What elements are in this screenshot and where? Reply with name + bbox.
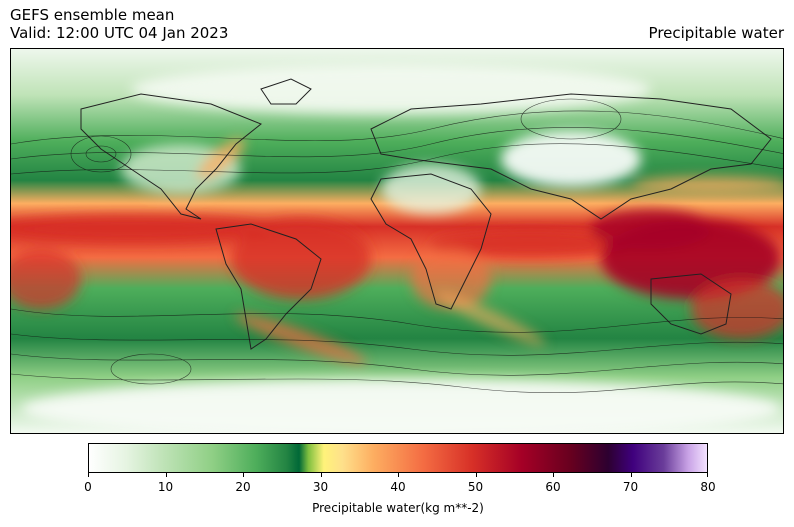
- colorbar-tick: [553, 473, 554, 477]
- colorbar-tick: [398, 473, 399, 477]
- colorbar-tick: [165, 473, 167, 477]
- colorbar-tick: [707, 473, 708, 477]
- colorbar-tick: [320, 473, 322, 477]
- pressure-contours: [11, 98, 783, 393]
- colorbar-tick-label: 10: [157, 480, 174, 494]
- colorbar-tick-label: 20: [235, 480, 251, 494]
- colorbar-tick-label: 50: [467, 480, 484, 494]
- coastlines: [80, 78, 772, 350]
- precipitable-water-map: [10, 48, 784, 434]
- colorbar-tick-label: 70: [622, 480, 639, 494]
- variable-title: Precipitable water: [648, 24, 784, 42]
- colorbar-ticks: 0 10 20 30 40 50 60 70 80: [84, 473, 716, 494]
- map-title: GEFS ensemble mean Valid: 12:00 UTC 04 J…: [10, 6, 228, 42]
- colorbar: [88, 443, 708, 473]
- colorbar-tick-label: 30: [312, 480, 329, 494]
- moisture-features: [11, 64, 783, 433]
- colorbar-tick-label: 80: [700, 480, 716, 494]
- colorbar-tick: [630, 473, 632, 477]
- colorbar-tick: [88, 473, 89, 477]
- colorbar-tick-label: 60: [545, 480, 561, 494]
- colorbar-tick-label: 0: [84, 480, 92, 494]
- colorbar-tick: [243, 473, 244, 477]
- title-line-1: GEFS ensemble mean: [10, 6, 175, 24]
- colorbar-tick-label: 40: [390, 480, 406, 494]
- title-line-2: Valid: 12:00 UTC 04 Jan 2023: [10, 24, 229, 42]
- colorbar-tick: [475, 473, 477, 477]
- map-canvas: [11, 49, 783, 433]
- colorbar-label: Precipitable water(kg m**-2): [312, 501, 484, 515]
